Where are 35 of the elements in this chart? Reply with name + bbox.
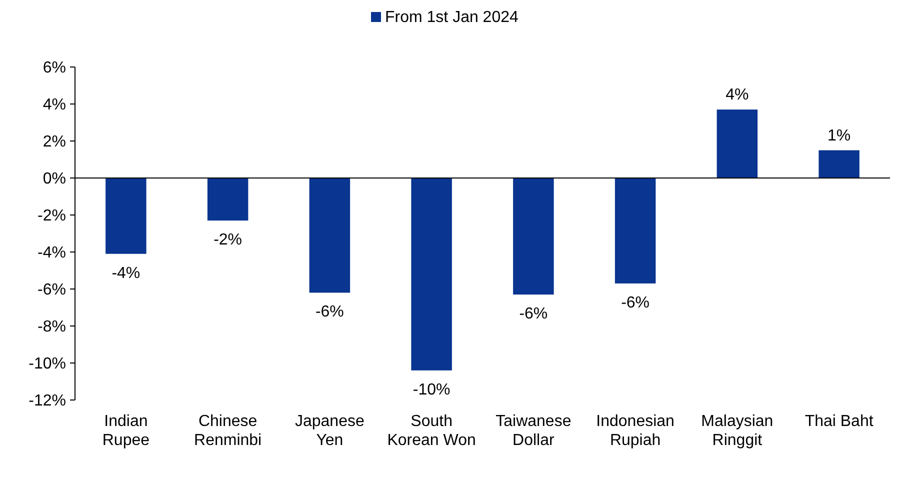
bar	[106, 178, 146, 254]
bar	[513, 178, 554, 295]
y-tick-label: 2%	[42, 134, 66, 151]
legend-label: From 1st Jan 2024	[385, 9, 518, 26]
y-tick-label: 0%	[42, 170, 66, 188]
data-label: 1%	[828, 127, 851, 144]
x-tick-label: Thai Baht	[804, 413, 874, 430]
bar	[207, 178, 248, 221]
y-tick-label: -10%	[28, 356, 66, 373]
bar	[716, 110, 758, 178]
y-tick-label: 6%	[42, 60, 66, 77]
bar	[309, 178, 350, 293]
y-tick-label: -12%	[28, 392, 66, 410]
y-tick-label: -2%	[38, 208, 66, 225]
y-tick-label: -6%	[38, 282, 66, 299]
x-tick-label: Japanese Yen	[294, 413, 364, 449]
data-label: -6%	[315, 304, 344, 321]
bar	[818, 150, 860, 178]
x-tick-label: Indonesian Rupiah	[596, 413, 674, 449]
data-label: -6%	[519, 306, 548, 323]
x-tick-label: Taiwanese Dollar	[496, 413, 572, 449]
x-tick-label: Malaysian Ringgit	[701, 413, 774, 449]
bar	[614, 178, 656, 284]
data-label: -10%	[412, 381, 450, 398]
bar	[411, 178, 452, 370]
y-tick-label: 4%	[42, 96, 66, 114]
x-tick-label: Chinese Renminbi	[194, 413, 262, 449]
data-label: -6%	[621, 294, 650, 312]
y-tick-label: -4%	[38, 244, 66, 262]
data-label: 4%	[726, 86, 749, 104]
y-tick-label: -8%	[38, 318, 66, 336]
x-tick-label: South Korean Won	[387, 413, 476, 449]
data-label: -4%	[112, 264, 140, 282]
x-tick-label: Indian Rupee	[102, 413, 150, 449]
data-label: -2%	[214, 232, 242, 249]
